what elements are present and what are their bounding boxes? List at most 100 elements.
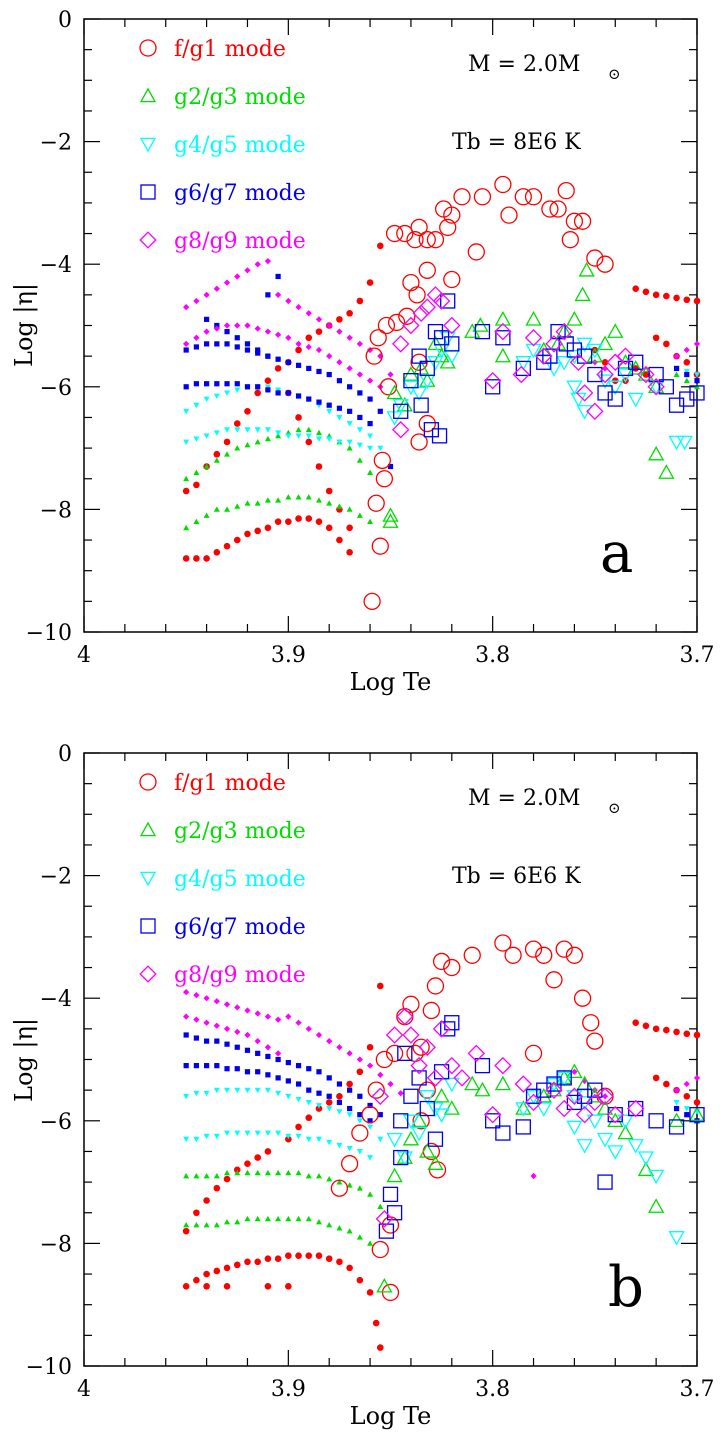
x-tick-label: 3.9 — [271, 1377, 306, 1402]
data-point-open — [385, 1044, 404, 1063]
x-tick-label: 4 — [77, 643, 91, 668]
data-point-filled — [346, 1050, 353, 1057]
data-point-filled — [305, 1172, 312, 1179]
data-point-filled — [203, 463, 210, 469]
series-open-f-g1-mode — [330, 934, 614, 1302]
data-point-filled — [234, 322, 241, 329]
data-point-filled — [295, 426, 302, 433]
data-point-filled — [315, 1105, 323, 1112]
data-point-open — [423, 422, 440, 438]
y-axis-title: Log |η| — [10, 283, 39, 367]
data-point-filled — [347, 1105, 353, 1112]
data-point-filled — [377, 445, 384, 452]
data-point-filled — [182, 1283, 190, 1290]
data-point-open — [555, 322, 573, 341]
data-point-filled — [214, 1063, 220, 1069]
data-point-filled — [346, 439, 353, 445]
data-point-open — [512, 365, 530, 384]
data-point-open — [483, 1105, 502, 1124]
data-point-open — [473, 188, 492, 206]
series-open-f-g1-mode — [363, 175, 614, 610]
data-point-filled — [336, 1258, 343, 1266]
data-point-open — [391, 420, 410, 439]
data-point-open — [371, 1240, 389, 1259]
data-point-filled — [325, 1099, 333, 1106]
data-point-filled — [336, 1092, 343, 1100]
data-point-open — [524, 940, 543, 958]
data-point-filled — [224, 1169, 231, 1176]
data-point-open — [411, 1070, 427, 1086]
y-axis-title: Log |η| — [10, 1018, 39, 1102]
data-point-open — [536, 1082, 552, 1098]
data-point-filled — [305, 1025, 312, 1032]
legend-label: f/g1 mode — [174, 771, 286, 796]
data-point-filled — [336, 1099, 343, 1106]
data-point-filled — [306, 365, 312, 372]
data-point-filled — [336, 536, 343, 544]
data-point-filled — [694, 372, 700, 378]
data-point-filled — [254, 1087, 261, 1094]
legend-label: g4/g5 mode — [174, 867, 306, 892]
data-point-filled — [295, 346, 302, 354]
data-point-open — [377, 316, 396, 335]
data-point-filled — [275, 497, 282, 503]
data-point-open — [617, 360, 634, 377]
data-point-filled — [356, 1234, 363, 1240]
data-point-filled — [223, 438, 231, 446]
data-point-filled — [346, 549, 353, 556]
data-point-filled — [377, 408, 383, 414]
data-point-open — [566, 311, 583, 326]
data-point-open — [658, 379, 674, 395]
data-point-open — [628, 354, 644, 370]
data-point-open — [566, 342, 583, 358]
data-point-filled — [356, 1149, 363, 1155]
legend-marker — [139, 87, 157, 103]
data-point-filled — [366, 279, 374, 286]
data-point-filled — [366, 377, 374, 384]
data-point-filled — [347, 408, 353, 414]
data-point-filled — [264, 1148, 272, 1155]
data-point-filled — [356, 340, 363, 348]
series-g2-g3-mode — [183, 371, 700, 531]
series-open-g8-g9-mode — [371, 1007, 645, 1228]
data-point-filled — [295, 1215, 302, 1222]
data-point-filled — [652, 1025, 660, 1033]
data-point-filled — [193, 436, 200, 442]
data-point-filled — [305, 1100, 312, 1106]
data-point-filled — [336, 503, 343, 509]
data-point-open — [433, 347, 450, 363]
data-point-open — [555, 1099, 573, 1118]
x-tick-label: 3.7 — [680, 643, 715, 668]
data-point-open — [495, 330, 511, 346]
legend-label: g6/g7 mode — [174, 181, 306, 206]
x-tick-label: 3.8 — [475, 1377, 510, 1402]
data-point-open — [587, 366, 603, 383]
data-point-filled — [336, 316, 343, 323]
data-point-filled — [203, 1222, 210, 1228]
data-point-filled — [204, 1038, 210, 1044]
data-point-open — [393, 1113, 409, 1129]
data-point-open — [596, 365, 614, 384]
data-point-open — [582, 1014, 600, 1032]
data-point-filled — [305, 1252, 313, 1259]
data-point-open — [410, 218, 428, 237]
data-point-filled — [275, 1130, 282, 1137]
data-point-filled — [683, 1106, 690, 1112]
data-point-filled — [182, 487, 190, 495]
data-point-filled — [182, 555, 190, 562]
data-point-filled — [183, 1222, 190, 1228]
data-point-open — [587, 1082, 603, 1098]
data-point-open — [514, 188, 532, 206]
data-point-filled — [315, 463, 323, 470]
data-point-filled — [193, 1136, 200, 1143]
data-point-open — [340, 1155, 359, 1173]
data-point-open — [419, 1143, 436, 1158]
data-point-filled — [193, 1172, 200, 1179]
data-point-filled — [193, 1016, 200, 1023]
data-point-filled — [204, 1063, 210, 1069]
data-point-filled — [367, 445, 374, 452]
data-point-open — [515, 1102, 532, 1117]
data-point-filled — [315, 328, 323, 335]
data-point-open — [365, 347, 383, 365]
data-point-filled — [336, 1179, 343, 1185]
